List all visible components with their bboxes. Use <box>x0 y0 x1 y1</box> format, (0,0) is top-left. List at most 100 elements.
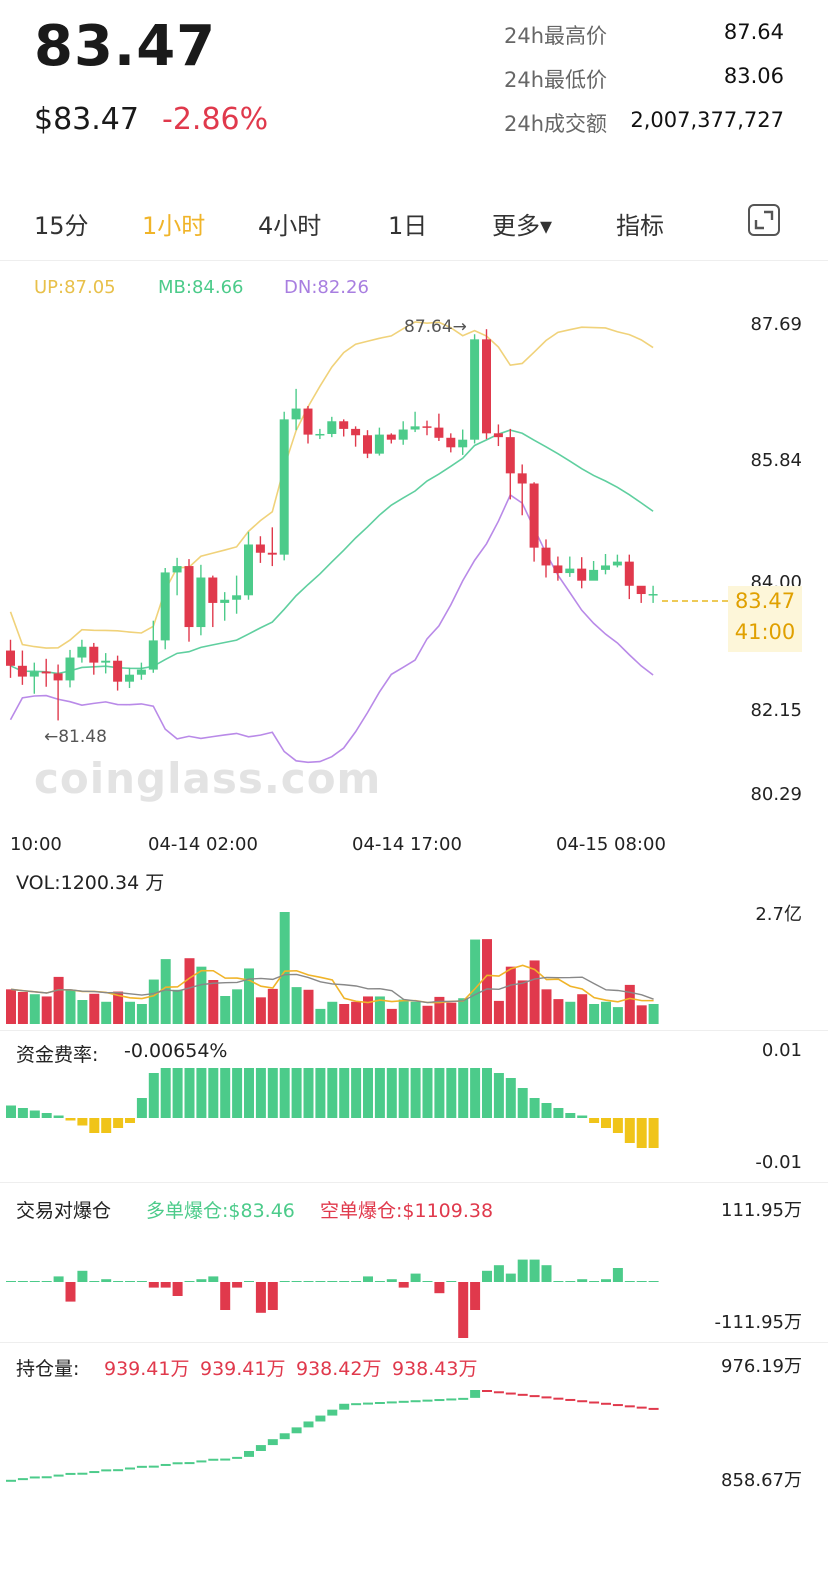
liquidation-bar <box>636 1281 647 1282</box>
candle <box>17 650 27 685</box>
funding-bar <box>160 1068 171 1118</box>
candle-body <box>315 433 325 436</box>
price-change-percent: -2.86% <box>162 102 269 137</box>
x-tick-1: 10:00 <box>10 834 62 855</box>
liquidation-bar <box>434 1282 445 1294</box>
long-liquidation: 多单爆仓:$83.46 <box>146 1200 295 1222</box>
volume-bar <box>327 1001 338 1024</box>
candle-countdown: 41:00 <box>734 620 796 644</box>
candle-body <box>220 599 230 603</box>
tab-1h[interactable]: 1小时 <box>142 212 206 240</box>
y-tick-1: 87.69 <box>750 314 802 335</box>
funding-bar <box>184 1068 195 1118</box>
oi-value-4: 938.43万 <box>392 1358 478 1380</box>
candle <box>470 334 480 444</box>
liquidation-bar <box>184 1281 195 1282</box>
funding-bar <box>624 1118 635 1143</box>
y-tick-2: 85.84 <box>750 450 802 471</box>
liquidation-bar <box>648 1281 659 1282</box>
candle <box>374 427 384 456</box>
volume-bar <box>434 996 445 1024</box>
volume-bar <box>529 960 540 1024</box>
funding-bar <box>125 1118 135 1123</box>
fullscreen-button[interactable] <box>748 204 780 236</box>
funding-bar <box>446 1068 457 1118</box>
tab-more[interactable]: 更多▾ <box>492 212 553 240</box>
candle <box>232 575 242 614</box>
candle <box>589 561 599 581</box>
oi-max: 976.19万 <box>721 1356 802 1377</box>
candle-body <box>29 671 39 677</box>
volume-bar <box>410 1001 421 1024</box>
volume-bar <box>315 1008 326 1024</box>
candle-body <box>327 421 337 434</box>
tab-indicators[interactable]: 指标 <box>616 212 664 240</box>
liquidation-bar <box>577 1279 588 1282</box>
open-interest-bar <box>648 1407 659 1410</box>
candle <box>220 592 230 621</box>
candle <box>77 639 87 663</box>
volume-bar <box>113 991 124 1024</box>
funding-bar <box>29 1110 40 1118</box>
volume-bar <box>208 980 219 1024</box>
candle <box>458 429 468 455</box>
volume-max: 2.7亿 <box>755 904 802 925</box>
open-interest-chart <box>6 1390 659 1482</box>
liquidation-bar <box>482 1270 492 1282</box>
open-interest-bar <box>65 1472 76 1475</box>
boll-upper-line <box>9 321 654 649</box>
tab-15m[interactable]: 15分 <box>34 212 89 240</box>
open-interest-bar <box>505 1392 516 1395</box>
liquidation-bar <box>29 1281 40 1282</box>
tab-1d[interactable]: 1日 <box>388 212 428 240</box>
candle-body <box>517 473 527 484</box>
open-interest-bar <box>577 1400 588 1403</box>
candle <box>172 557 182 596</box>
candle-body <box>624 561 634 586</box>
open-interest-bar <box>553 1397 564 1400</box>
candle-body <box>113 660 123 682</box>
tab-4h[interactable]: 4小时 <box>258 212 322 240</box>
candle-body <box>291 408 301 420</box>
open-interest-bar <box>267 1439 278 1446</box>
funding-bar <box>374 1068 385 1118</box>
candle <box>267 527 277 567</box>
open-interest-label: 持仓量: <box>16 1358 80 1380</box>
funding-bar <box>482 1068 492 1118</box>
open-interest-bar <box>541 1396 552 1399</box>
volume-bar <box>363 996 373 1024</box>
funding-bar <box>589 1118 600 1123</box>
funding-bar <box>6 1105 16 1118</box>
candle <box>517 464 527 516</box>
candle-body <box>244 544 253 596</box>
x-tick-3: 04-14 17:00 <box>352 834 462 855</box>
open-interest-bar <box>589 1401 600 1404</box>
open-interest-bar <box>6 1479 16 1482</box>
candle-body <box>601 565 610 570</box>
stat-value-low: 83.06 <box>723 64 784 88</box>
candle <box>422 420 432 436</box>
open-interest-bar <box>339 1403 350 1410</box>
liquidation-bar <box>386 1279 397 1282</box>
volume-bar <box>89 993 100 1024</box>
volume-bar <box>17 992 28 1024</box>
funding-bar <box>101 1118 112 1133</box>
funding-bar <box>410 1068 421 1118</box>
volume-bar <box>339 1004 350 1024</box>
candlestick-chart[interactable]: 87.64→ ←81.48 <box>0 300 828 820</box>
open-interest-bar <box>220 1458 231 1461</box>
open-interest-bar <box>601 1402 611 1405</box>
liquidation-bar <box>529 1259 540 1282</box>
open-interest-bar <box>410 1400 421 1403</box>
volume-bar <box>148 979 159 1024</box>
funding-bar <box>553 1108 564 1118</box>
volume-bar <box>184 958 195 1024</box>
liquidation-bar <box>505 1273 516 1282</box>
boll-lower-line <box>9 493 654 764</box>
funding-bar <box>529 1098 540 1118</box>
candle <box>184 559 194 642</box>
last-price: 83.47 <box>34 14 217 79</box>
volume-bar <box>196 966 207 1024</box>
funding-bar <box>363 1068 373 1118</box>
liquidation-bar <box>493 1265 504 1282</box>
